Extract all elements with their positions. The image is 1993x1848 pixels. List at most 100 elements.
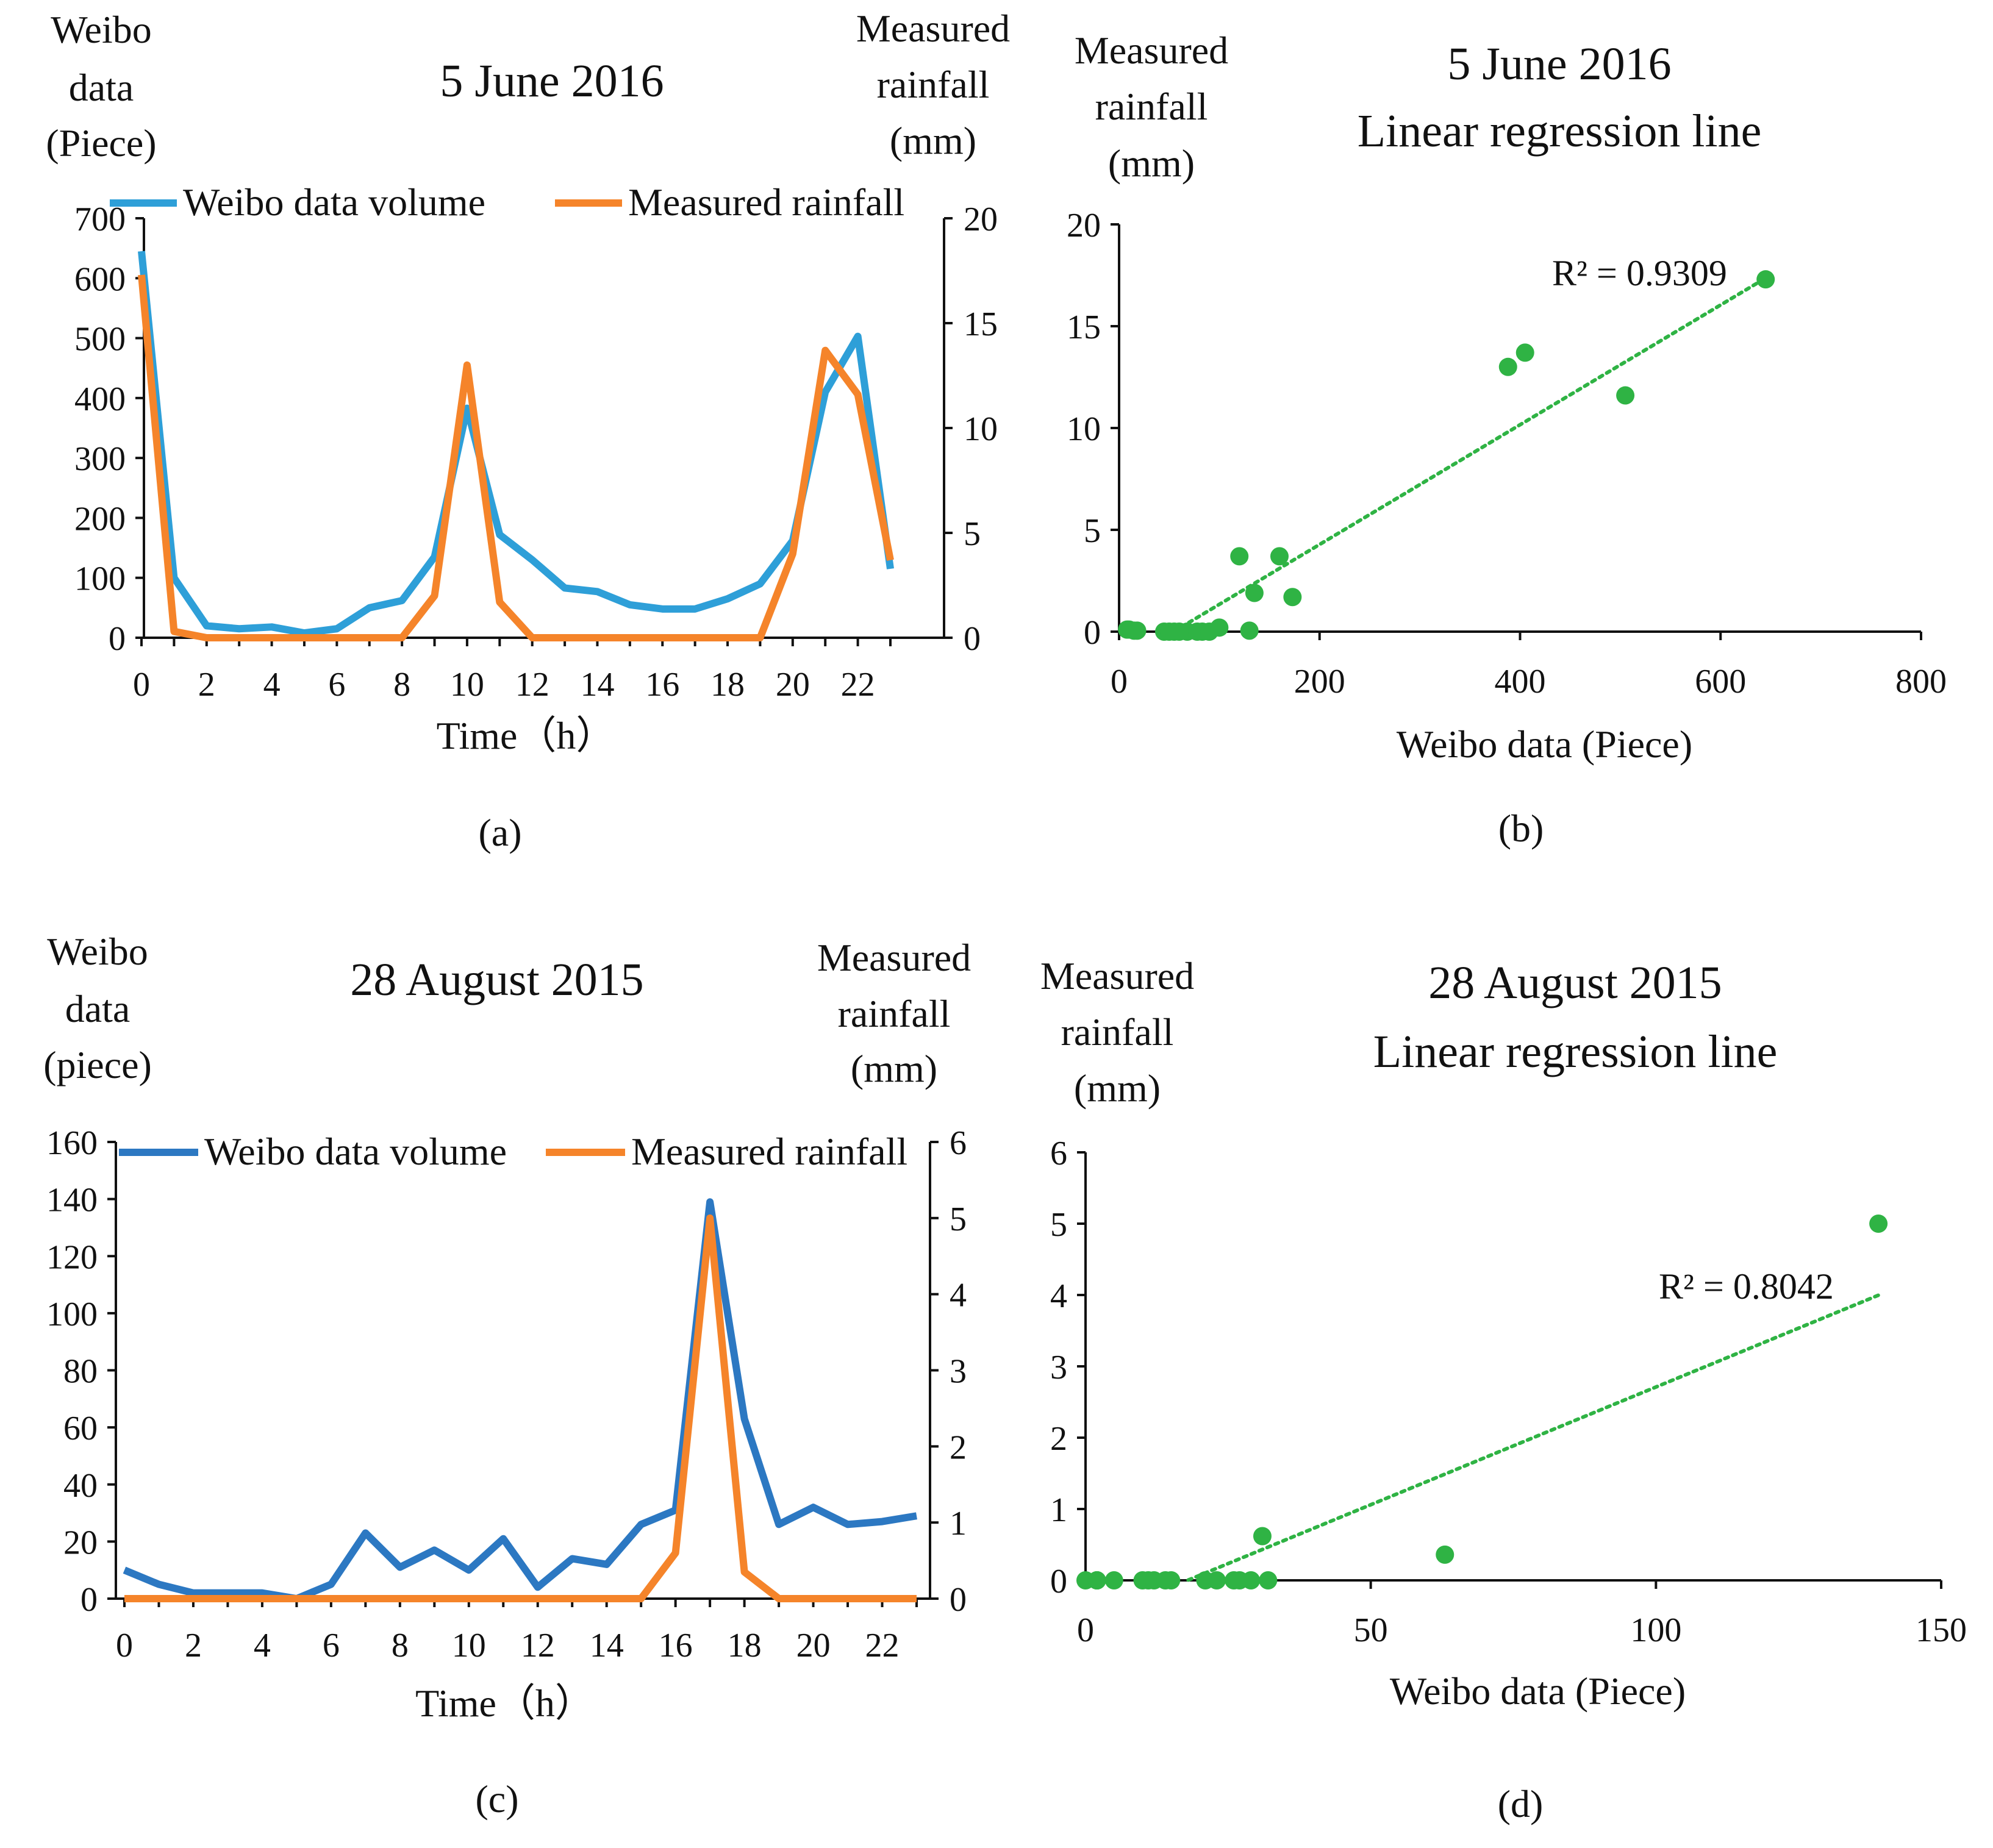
- x-tick-label: 0: [116, 1627, 133, 1664]
- right-tick-label: 4: [950, 1277, 967, 1315]
- x-tick-label: 0: [1077, 1611, 1094, 1649]
- right-tick-label: 5: [964, 515, 981, 553]
- legend-label-rainfall: Measured rainfall: [631, 1130, 907, 1173]
- r-squared-label: R² = 0.9309: [1552, 253, 1727, 293]
- x-tick-label: 0: [1111, 663, 1128, 701]
- x-tick-label: 150: [1916, 1611, 1967, 1649]
- x-tick-label: 16: [659, 1627, 693, 1664]
- y-tick-label: 1: [1050, 1491, 1067, 1529]
- right-axis-label: (mm): [890, 119, 976, 162]
- right-tick-label: 1: [950, 1505, 967, 1543]
- legend-label-weibo: Weibo data volume: [183, 180, 485, 224]
- weibo-volume-line: [138, 251, 894, 637]
- linear-trendline: [1172, 276, 1768, 633]
- x-tick-label: 600: [1695, 663, 1746, 701]
- x-tick-label: 12: [521, 1627, 555, 1664]
- scatter-point: [1245, 583, 1264, 602]
- r-squared-label: R² = 0.8042: [1659, 1266, 1834, 1307]
- x-axis-label: Weibo data (Piece): [1397, 722, 1692, 766]
- y-tick-label: 20: [1067, 207, 1101, 244]
- x-tick-label: 2: [185, 1627, 202, 1664]
- panel-label: (a): [478, 811, 521, 854]
- scatter-point: [1515, 343, 1534, 362]
- left-axis-label: (Piece): [46, 121, 156, 165]
- measured-rainfall-line: [138, 274, 894, 641]
- x-tick-label: 800: [1895, 663, 1947, 701]
- left-axis-label: data: [69, 66, 134, 109]
- scatter-point: [1242, 1571, 1261, 1589]
- chart-subtitle: Linear regression line: [1373, 1026, 1778, 1077]
- left-tick-label: 300: [74, 440, 126, 478]
- y-tick-label: 0: [1050, 1563, 1067, 1600]
- measured-rainfall-line: [124, 1214, 917, 1602]
- left-tick-label: 0: [81, 1581, 98, 1619]
- x-tick-label: 18: [710, 666, 745, 704]
- scatter-point: [1283, 588, 1302, 607]
- x-tick-label: 2: [198, 666, 215, 704]
- chart-panel-d: 0 1 2 3 4 5 6 0 50 100 150 R² = 0.8042 28 August 201…: [1040, 954, 1967, 1825]
- right-axis-label: rainfall: [838, 992, 951, 1035]
- right-axis-label: Measured: [817, 936, 971, 979]
- x-tick-label: 22: [841, 666, 875, 704]
- right-tick-label: 15: [964, 305, 998, 343]
- x-axis-label: Time（h）: [415, 1682, 594, 1725]
- y-tick-label: 5: [1050, 1206, 1067, 1244]
- x-axis-label: Time（h）: [437, 714, 615, 757]
- left-tick-label: 60: [63, 1410, 98, 1447]
- chart-title: 28 August 2015: [350, 954, 643, 1005]
- left-tick-label: 0: [109, 620, 126, 658]
- scatter-point: [1128, 621, 1147, 640]
- left-tick-label: 40: [63, 1467, 98, 1505]
- y-axis-label: rainfall: [1095, 85, 1208, 128]
- right-tick-label: 20: [964, 201, 998, 238]
- scatter-point: [1270, 547, 1289, 566]
- x-tick-label: 20: [796, 1627, 831, 1664]
- right-axis-label: rainfall: [877, 63, 990, 106]
- x-tick-label: 4: [254, 1627, 271, 1664]
- linear-trendline: [1186, 1293, 1881, 1582]
- scatter-point: [1210, 618, 1229, 637]
- y-tick-label: 3: [1050, 1349, 1067, 1386]
- chart-title: 28 August 2015: [1428, 957, 1722, 1008]
- left-axis-label: (piece): [43, 1043, 152, 1086]
- x-tick-label: 16: [645, 666, 679, 704]
- y-tick-label: 0: [1084, 614, 1101, 652]
- panel-label: (b): [1498, 807, 1544, 850]
- left-tick-label: 600: [74, 260, 126, 298]
- panel-label: (d): [1498, 1782, 1544, 1825]
- y-tick-label: 5: [1084, 512, 1101, 550]
- x-tick-label: 100: [1630, 1611, 1681, 1649]
- right-tick-label: 5: [950, 1200, 967, 1238]
- scatter-point: [1230, 547, 1249, 566]
- x-tick-label: 6: [328, 666, 345, 704]
- scatter-point: [1087, 1571, 1106, 1589]
- scatter-point: [1869, 1215, 1888, 1233]
- left-tick-label: 100: [74, 560, 126, 598]
- chart-title: 5 June 2016: [440, 55, 664, 107]
- right-axis-label: (mm): [851, 1047, 937, 1090]
- chart-subtitle: Linear regression line: [1358, 105, 1762, 157]
- x-tick-label: 10: [452, 1627, 486, 1664]
- scatter-point: [1208, 1571, 1226, 1589]
- chart-title: 5 June 2016: [1447, 38, 1671, 90]
- left-tick-label: 700: [74, 201, 126, 238]
- y-tick-label: 15: [1067, 309, 1101, 346]
- right-tick-label: 0: [950, 1581, 967, 1619]
- right-axis-label: Measured: [856, 7, 1010, 50]
- scatter-point: [1259, 1571, 1278, 1589]
- panel-label: (c): [475, 1777, 518, 1821]
- x-tick-label: 0: [133, 666, 150, 704]
- y-tick-label: 10: [1067, 410, 1101, 448]
- scatter-point: [1616, 386, 1635, 405]
- x-tick-label: 8: [393, 666, 410, 704]
- y-tick-label: 2: [1050, 1420, 1067, 1458]
- scatter-point: [1162, 1571, 1181, 1589]
- left-tick-label: 100: [46, 1296, 98, 1333]
- right-tick-label: 6: [950, 1124, 967, 1162]
- y-axis-label: Measured: [1040, 954, 1194, 997]
- left-tick-label: 160: [46, 1124, 98, 1162]
- left-tick-label: 140: [46, 1182, 98, 1219]
- scatter-point: [1756, 270, 1775, 289]
